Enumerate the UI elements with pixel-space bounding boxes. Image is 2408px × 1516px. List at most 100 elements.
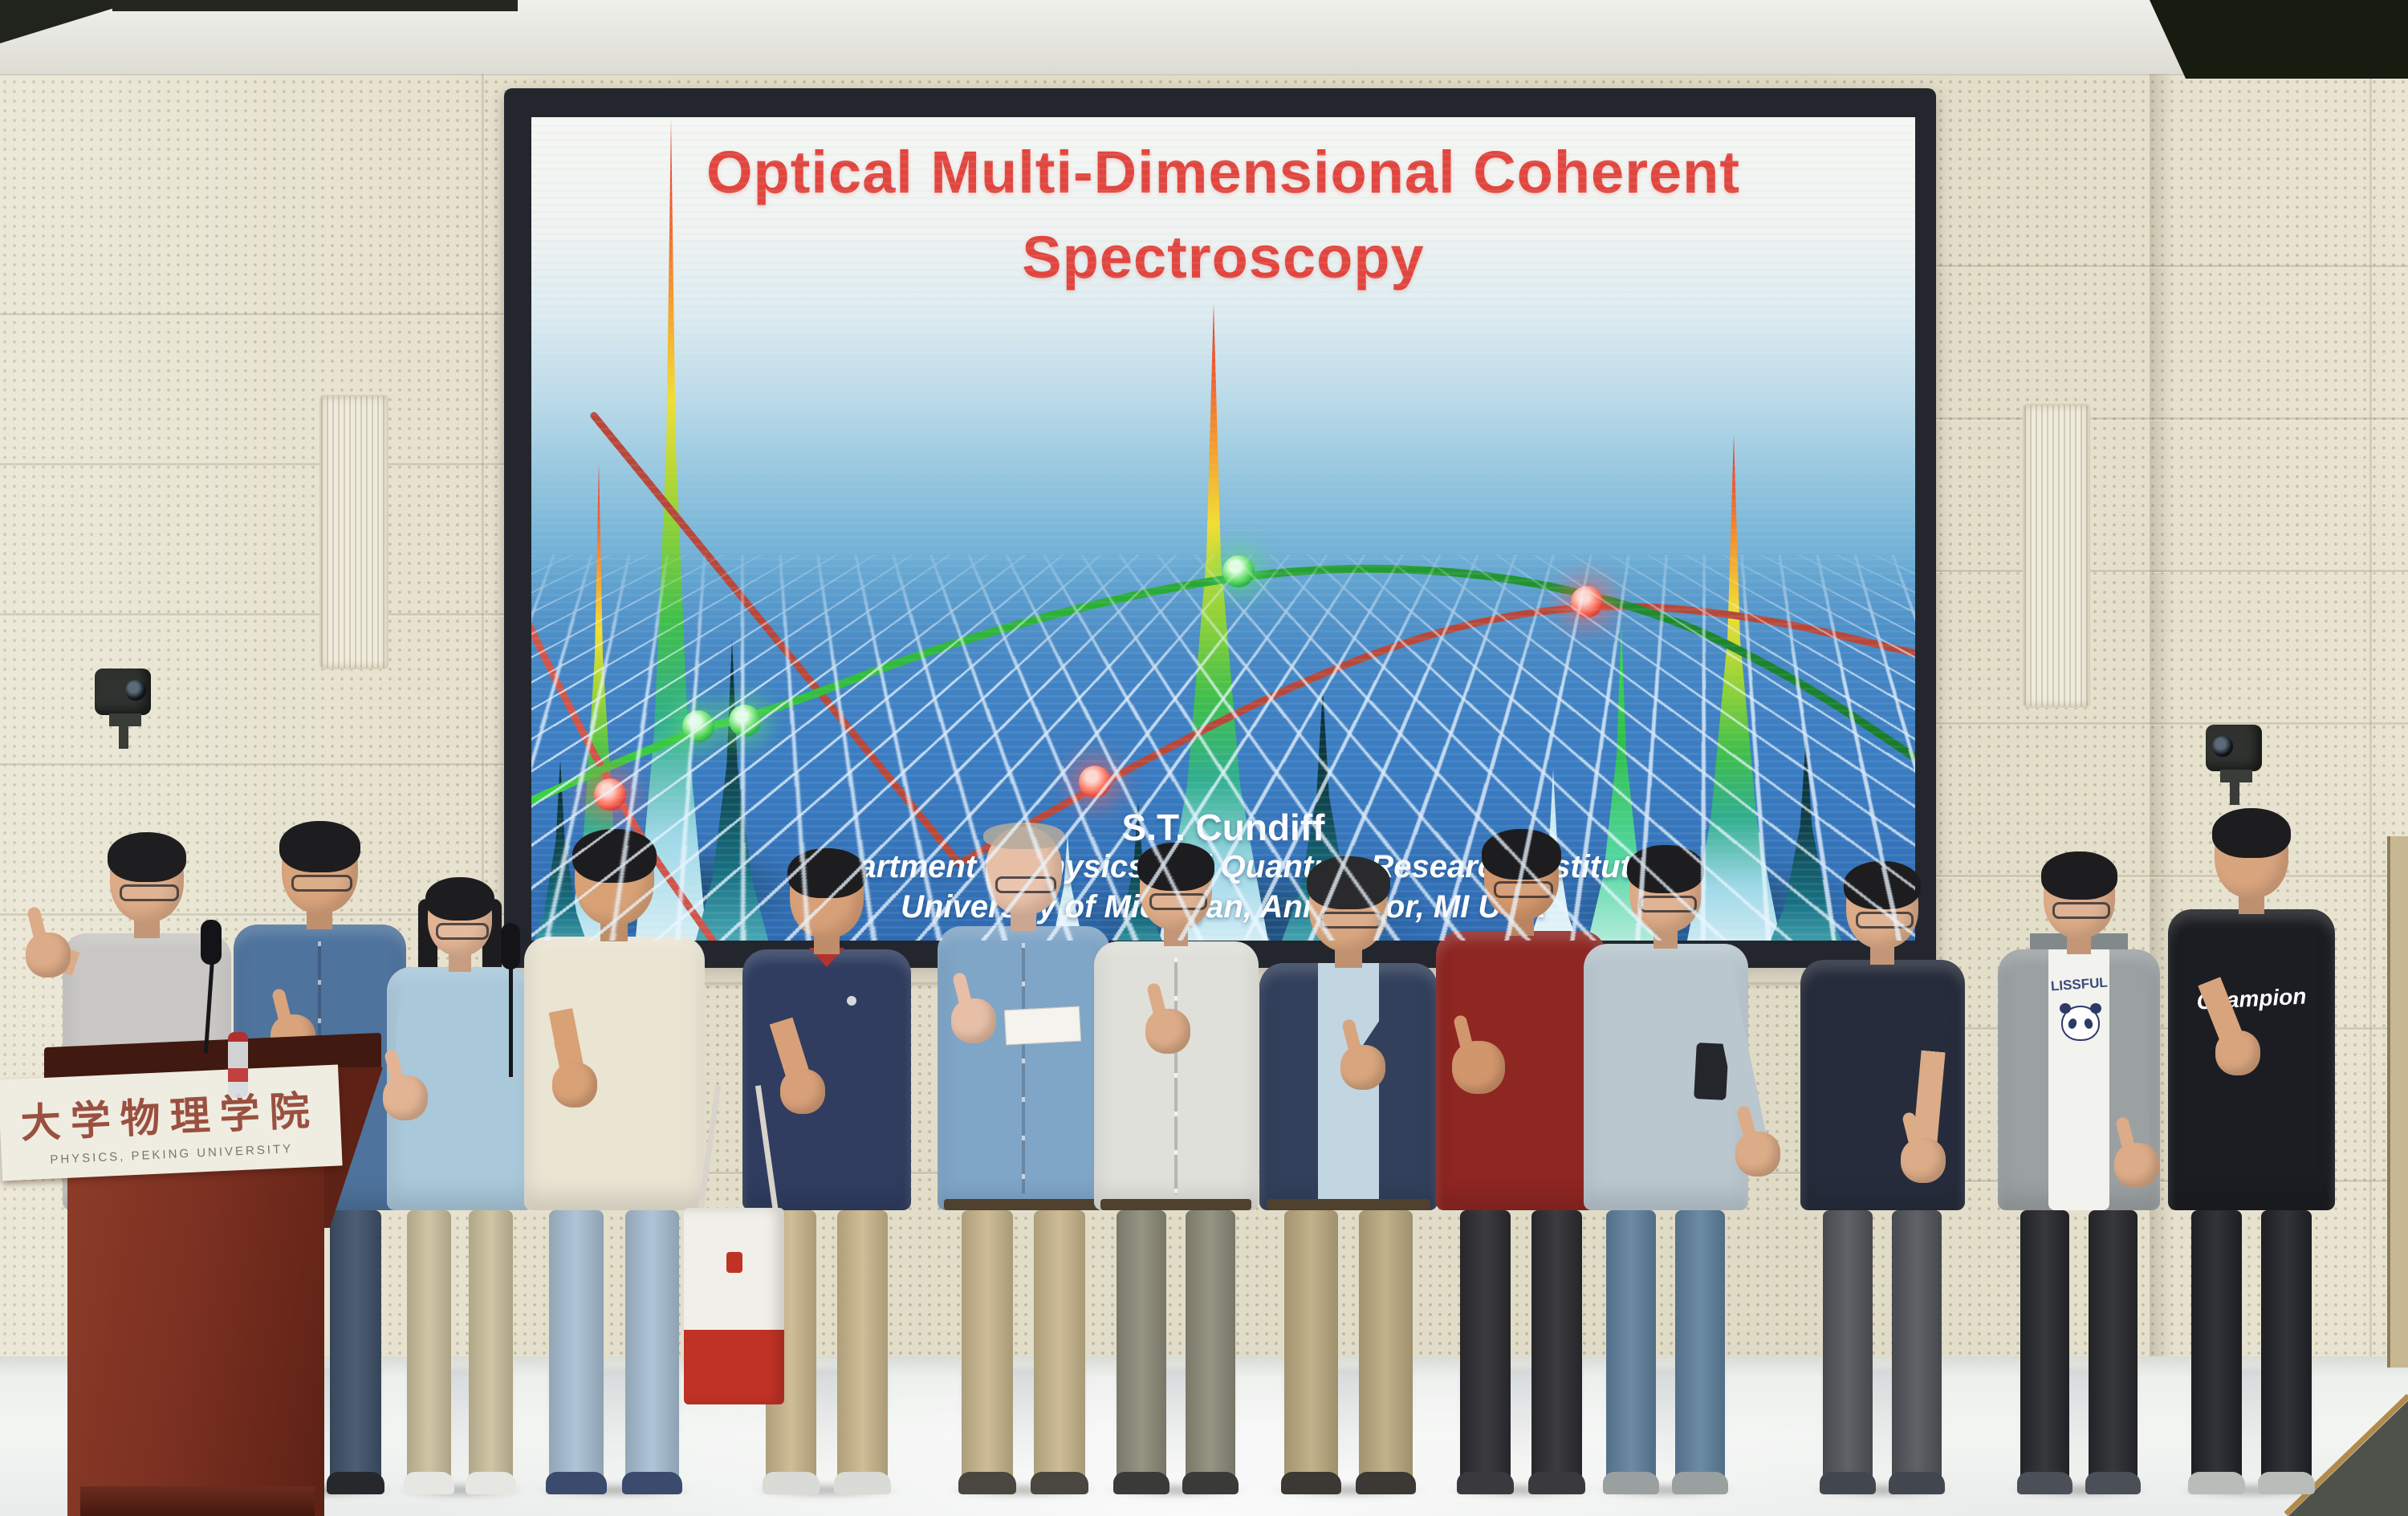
glasses-icon [1319,912,1383,929]
shoe [404,1472,455,1494]
wall-seam [0,763,504,766]
wall-seam [1936,875,2408,878]
leg [1531,1210,1583,1480]
green-curve [531,564,1915,806]
belt [1266,1199,1431,1210]
leg [549,1210,604,1480]
leg [1033,1210,1086,1480]
person-12: LISSFUL [1998,851,2160,1501]
thumbs-up-fist [1452,1041,1505,1094]
panda-graphic [2059,1003,2101,1041]
tote-bag [684,1208,784,1404]
panda-eye [2083,1017,2094,1030]
wall-seam [0,613,504,616]
camera-mount [109,713,141,726]
camera-mount-arm [119,725,128,749]
shoe [763,1472,820,1494]
hair [2212,808,2291,858]
shoe [326,1472,385,1494]
wall-seam [0,463,504,466]
phone-in-pocket [1694,1043,1729,1100]
slide-title-line2: Spectroscopy [1022,224,1425,291]
shoe [2017,1472,2072,1494]
shoe [1030,1472,1089,1494]
glasses-icon [1855,912,1914,929]
thumbs-up-fist [780,1069,825,1114]
leg [1284,1210,1338,1480]
shoe [1356,1472,1416,1494]
polo-logo [847,996,857,1006]
slide-author: S.T. Cundiff [1121,807,1325,848]
shoe [1456,1472,1515,1494]
shoe [465,1472,516,1494]
green-sphere [1222,555,1255,587]
shoe [1527,1472,1586,1494]
camera-lens-icon [2212,736,2233,757]
speaker-slot [2023,404,2090,708]
shoe [2085,1472,2141,1494]
shoe [1603,1472,1659,1494]
glasses-icon [1149,893,1208,910]
leg [2191,1210,2242,1480]
thumbs-up-fist [1901,1138,1946,1183]
person-4 [523,829,705,1501]
red-curve-descending [590,412,963,868]
leg [1892,1210,1942,1480]
leg [1823,1210,1873,1480]
shoe [958,1472,1017,1494]
thumbs-up-fist [1735,1132,1780,1177]
person-13: Champion [2168,808,2335,1501]
shoe [1672,1472,1728,1494]
podium-base [80,1486,315,1516]
stand-microphone-icon [501,923,520,969]
wall-seam-vertical [2369,74,2373,1356]
belt [944,1199,1103,1210]
hair [571,829,657,883]
leg [2089,1210,2138,1480]
glasses-icon [1493,881,1554,898]
wall-seam [1936,722,2408,725]
stand-microphone-stem [509,965,513,1077]
person-3 [383,877,533,1501]
wall-seam-vertical [482,74,485,1356]
panda-ear [2059,1003,2071,1014]
thumbs-up-fist [951,998,996,1043]
leg [961,1210,1014,1480]
podium-microphone-icon [201,920,222,965]
hair [425,877,494,921]
camera-mount [2220,770,2252,782]
hair [1481,829,1561,880]
slide-title-line1: Optical Multi-Dimensional Coherent [706,139,1740,205]
hair [2040,851,2117,900]
glasses-icon [119,884,180,901]
red-sphere [594,778,626,811]
hair [787,848,866,898]
person-10 [1583,845,1780,1501]
shoe [1820,1472,1876,1494]
thumbs-up-fist [2114,1143,2159,1188]
leg [329,1210,382,1480]
wall-seam [1936,417,2408,421]
thumbs-up-fist [2215,1030,2260,1075]
leg [836,1210,888,1480]
shoe [546,1472,607,1494]
tee-text: LISSFUL [2049,974,2108,994]
wall-seam [0,913,504,917]
ceiling-dark-strip [112,0,518,11]
camera-lens-icon [125,680,146,701]
belt [1100,1199,1252,1210]
wall-seam [1936,265,2408,268]
glasses-icon [291,875,353,892]
person-11 [1800,861,1965,1501]
shirt-print: Champion [2195,983,2308,1014]
leg [2261,1210,2312,1480]
red-curve-rising [955,603,1915,868]
shoe [2188,1472,2245,1494]
shoe [833,1472,891,1494]
glasses-icon [1638,896,1698,912]
speaker-slot [319,395,388,669]
panda-ear [2089,1003,2101,1014]
person-9 [1436,829,1606,1501]
hair [982,823,1064,849]
shoe [1889,1472,1945,1494]
